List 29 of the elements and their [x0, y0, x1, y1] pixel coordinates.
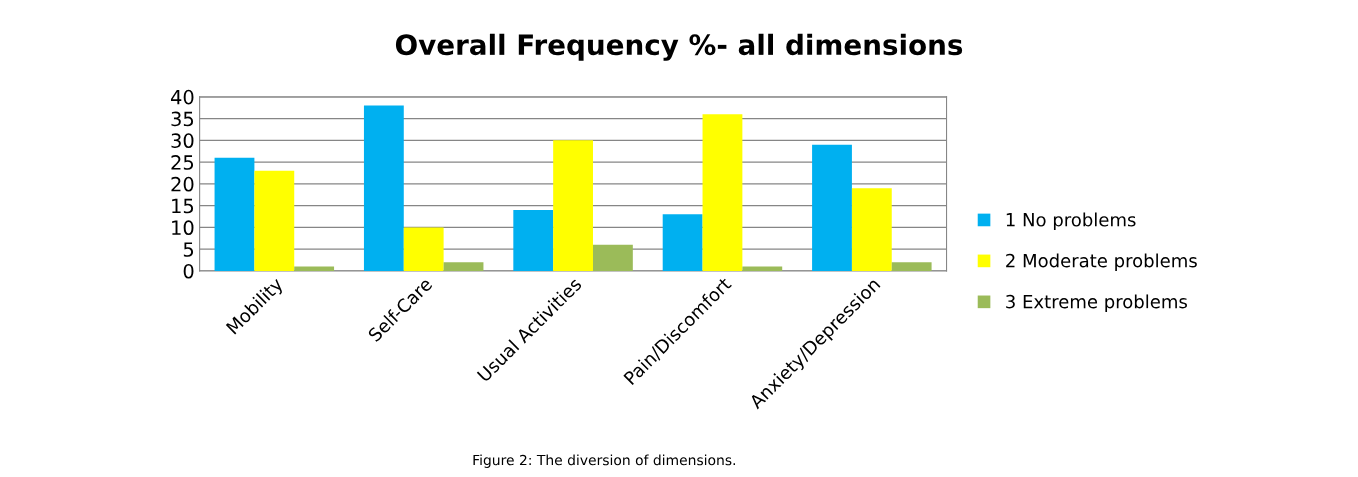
bar	[592, 244, 633, 271]
caption: Figure 2: The diversion of dimensions.	[473, 454, 735, 468]
legend-label: 1 No problems	[1006, 212, 1136, 231]
bar	[553, 140, 593, 271]
bar	[662, 214, 703, 271]
y-tick-label: 25	[171, 155, 194, 170]
legend-label: 2 Moderate problems	[1006, 253, 1197, 271]
bar	[513, 210, 554, 271]
bar	[851, 188, 892, 271]
y-tick-label: 40	[170, 89, 194, 105]
bar	[742, 266, 783, 271]
y-tick-label: 30	[171, 133, 194, 149]
chart-title: Overall Frequency %- all dimensions	[395, 33, 963, 61]
bar	[812, 144, 852, 271]
y-tick-label: 0	[183, 263, 194, 279]
bar	[443, 262, 484, 271]
y-tick-label: 20	[171, 176, 194, 192]
y-tick-label: 35	[171, 111, 194, 127]
bar	[294, 266, 335, 271]
bar	[214, 157, 255, 271]
legend-label: 3 Extreme problems	[1006, 294, 1187, 312]
y-tick-label: 15	[172, 198, 194, 214]
bar	[702, 114, 743, 271]
bar	[363, 105, 404, 271]
y-tick-label: 5	[183, 242, 194, 257]
bar	[403, 227, 444, 271]
bar	[254, 170, 295, 271]
y-tick-label: 10	[172, 220, 194, 236]
bar	[891, 262, 932, 271]
